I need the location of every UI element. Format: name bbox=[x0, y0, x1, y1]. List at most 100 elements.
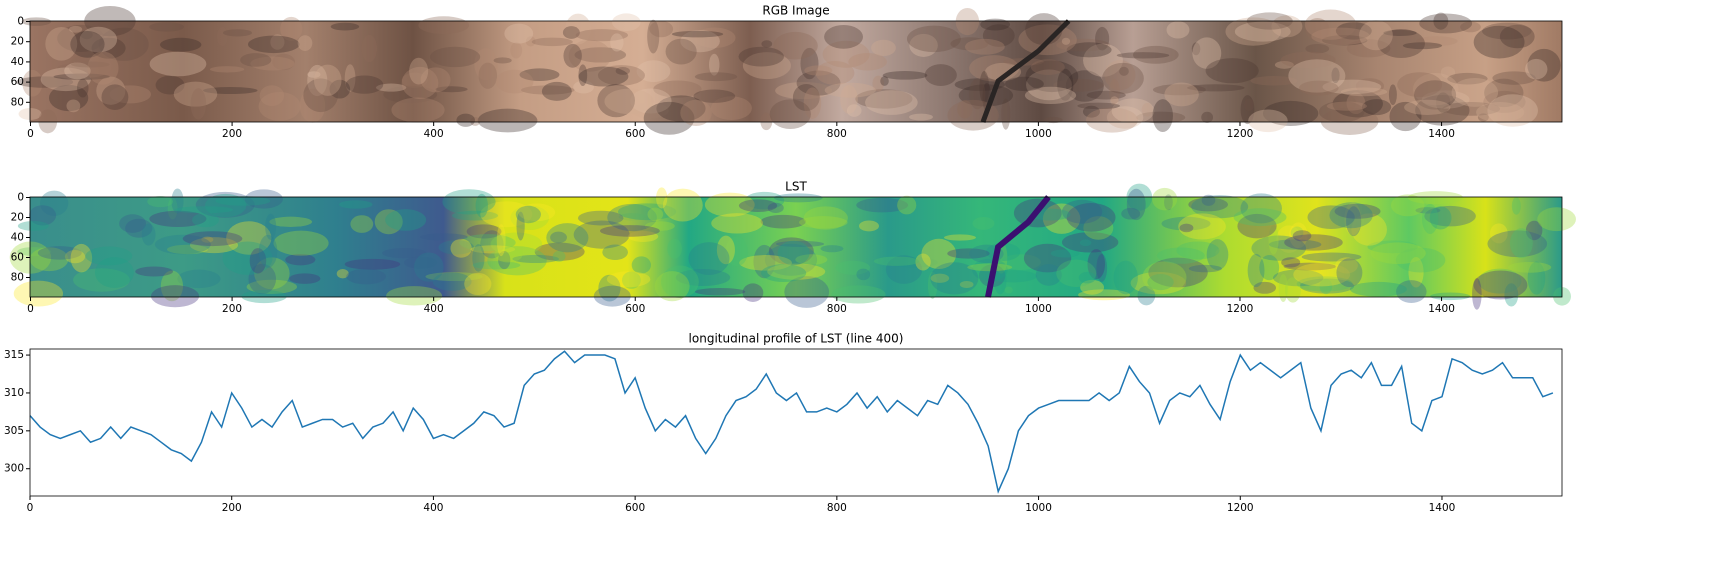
axes-frame bbox=[29, 196, 1563, 298]
image-texture bbox=[226, 221, 272, 255]
image-texture bbox=[909, 113, 933, 121]
image-texture bbox=[680, 30, 720, 53]
y-tick-label: 20 bbox=[11, 212, 24, 224]
image-texture bbox=[1404, 99, 1451, 115]
image-texture bbox=[662, 188, 703, 222]
image-texture bbox=[1137, 285, 1156, 306]
image-texture bbox=[987, 270, 1037, 283]
image-texture bbox=[1525, 220, 1543, 241]
image-texture bbox=[541, 81, 572, 101]
image-texture bbox=[1477, 113, 1489, 122]
image-texture bbox=[464, 272, 492, 296]
image-texture bbox=[859, 220, 879, 232]
image-texture bbox=[420, 67, 451, 93]
image-texture bbox=[1288, 59, 1346, 93]
image-texture bbox=[656, 187, 668, 209]
image-texture bbox=[1490, 223, 1508, 244]
image-texture bbox=[1253, 281, 1277, 294]
image-texture bbox=[768, 237, 814, 266]
image-texture bbox=[470, 245, 516, 254]
image-texture bbox=[1276, 225, 1302, 253]
image-texture bbox=[774, 193, 823, 203]
image-texture bbox=[429, 46, 481, 68]
image-texture bbox=[299, 88, 326, 123]
image bbox=[15, 5, 1562, 135]
image-texture bbox=[1290, 226, 1304, 239]
image-texture bbox=[1284, 277, 1301, 303]
image-texture bbox=[738, 46, 784, 67]
image-texture bbox=[1178, 213, 1226, 240]
x-tick-label: 1200 bbox=[1227, 502, 1254, 514]
image-texture bbox=[1243, 98, 1255, 111]
image-texture bbox=[1126, 188, 1146, 221]
image-texture bbox=[1367, 240, 1418, 254]
image-texture bbox=[647, 207, 664, 222]
image-texture bbox=[1111, 98, 1155, 124]
image-texture bbox=[1035, 264, 1062, 286]
image-texture bbox=[1334, 203, 1381, 219]
image-texture bbox=[1056, 38, 1111, 52]
image-texture bbox=[350, 215, 374, 233]
x-tick-label: 600 bbox=[625, 502, 645, 514]
image-texture bbox=[930, 262, 979, 295]
image-texture bbox=[1116, 52, 1170, 59]
image-texture bbox=[1336, 258, 1363, 288]
image-texture bbox=[472, 261, 521, 270]
image-texture bbox=[496, 224, 506, 257]
image-texture bbox=[289, 273, 321, 284]
image-texture bbox=[1206, 239, 1229, 271]
image-texture bbox=[1388, 84, 1397, 106]
image-texture bbox=[1447, 72, 1488, 85]
image-texture bbox=[563, 43, 582, 68]
image-texture bbox=[1066, 42, 1112, 58]
x-tick-label: 1400 bbox=[1428, 128, 1455, 140]
image-texture bbox=[1332, 90, 1383, 118]
image-texture bbox=[1451, 77, 1499, 107]
image-texture bbox=[475, 193, 488, 218]
image-texture bbox=[22, 69, 43, 97]
image-texture bbox=[1482, 22, 1532, 40]
image-texture bbox=[856, 268, 871, 281]
image-texture bbox=[87, 51, 119, 85]
image-texture bbox=[241, 290, 287, 304]
image-texture bbox=[451, 210, 499, 221]
image-texture bbox=[1104, 59, 1136, 91]
image-texture bbox=[822, 40, 870, 68]
image-base bbox=[30, 197, 1562, 297]
image-texture bbox=[1106, 106, 1144, 129]
image-texture bbox=[1083, 216, 1114, 240]
image-texture bbox=[688, 242, 730, 276]
image-texture bbox=[385, 209, 427, 231]
image-texture bbox=[1307, 205, 1355, 230]
image-texture bbox=[361, 34, 377, 63]
image-texture bbox=[610, 33, 624, 52]
image-texture bbox=[442, 189, 496, 215]
x-tick-label: 1000 bbox=[1025, 128, 1052, 140]
image-texture bbox=[769, 99, 811, 129]
image-texture bbox=[1359, 20, 1393, 51]
image-texture bbox=[171, 188, 184, 214]
image-texture bbox=[1102, 62, 1144, 94]
image-texture bbox=[480, 201, 533, 228]
image-texture bbox=[414, 252, 444, 282]
image-texture bbox=[831, 285, 886, 304]
image-texture bbox=[656, 95, 706, 122]
image-texture bbox=[767, 263, 826, 280]
image-texture bbox=[1152, 84, 1206, 96]
image-texture bbox=[761, 40, 773, 48]
image-texture bbox=[1248, 109, 1288, 133]
image-texture bbox=[401, 72, 428, 88]
image-texture bbox=[285, 253, 316, 266]
image-texture bbox=[1484, 78, 1524, 108]
x-tick-label: 200 bbox=[222, 303, 242, 315]
image-texture bbox=[885, 255, 923, 284]
image-texture bbox=[254, 257, 290, 290]
image-texture bbox=[709, 53, 720, 76]
image-texture bbox=[269, 216, 313, 227]
image-texture bbox=[40, 67, 91, 92]
image-texture bbox=[1318, 101, 1365, 123]
image-texture bbox=[607, 203, 657, 232]
image-texture bbox=[504, 23, 534, 44]
image-texture bbox=[1179, 223, 1194, 233]
image-texture bbox=[1156, 247, 1205, 264]
